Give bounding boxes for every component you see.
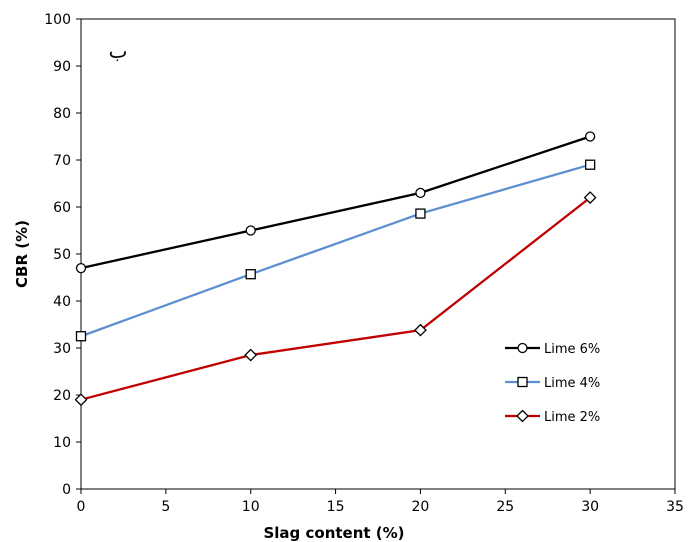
y-tick-label: 90 bbox=[53, 59, 71, 75]
x-axis-title: Slag content (%) bbox=[263, 524, 404, 542]
data-point bbox=[75, 262, 87, 274]
x-tick-label: 15 bbox=[327, 499, 345, 515]
legend-item: Lime 6% bbox=[505, 342, 600, 357]
y-tick-label: 30 bbox=[53, 341, 71, 357]
data-point bbox=[414, 323, 427, 337]
y-tick-label: 100 bbox=[44, 12, 71, 28]
series-lime-2 bbox=[74, 191, 597, 407]
y-tick-label: 40 bbox=[53, 294, 71, 310]
tick-labels: 0 10 20 30 40 50 60 70 80 90 100 0 5 10 15 20 25 30 35 bbox=[44, 12, 684, 515]
y-tick-label: 50 bbox=[53, 247, 71, 263]
x-tick-label: 10 bbox=[242, 499, 260, 515]
data-point bbox=[415, 187, 426, 199]
y-axis-title: CBR (%) bbox=[13, 220, 31, 288]
series-layer bbox=[74, 131, 597, 407]
axes bbox=[76, 18, 676, 494]
chart-annotation: ب bbox=[109, 39, 128, 63]
x-tick-label: 5 bbox=[161, 499, 170, 515]
y-tick-label: 80 bbox=[53, 106, 71, 122]
y-tick-label: 10 bbox=[53, 435, 71, 451]
legend-item: Lime 4% bbox=[505, 376, 600, 391]
x-tick-label: 30 bbox=[581, 499, 599, 515]
data-point bbox=[244, 348, 258, 362]
series-lime-6 bbox=[75, 131, 596, 274]
legend-item: Lime 2% bbox=[505, 409, 600, 425]
x-tick-label: 35 bbox=[666, 499, 684, 515]
legend-label: Lime 6% bbox=[544, 342, 600, 357]
series-lime-4 bbox=[75, 159, 596, 342]
x-tick-label: 20 bbox=[412, 499, 430, 515]
y-tick-label: 0 bbox=[62, 482, 71, 498]
data-point bbox=[415, 208, 426, 219]
data-point bbox=[584, 159, 596, 170]
data-point bbox=[584, 131, 596, 142]
y-tick-label: 20 bbox=[53, 388, 71, 404]
legend-label: Lime 2% bbox=[544, 410, 600, 425]
x-tick-label: 0 bbox=[77, 499, 86, 515]
data-point bbox=[245, 225, 256, 236]
legend-marker bbox=[517, 342, 528, 354]
series-line bbox=[80, 135, 591, 270]
legend: Lime 6% Lime 4% Lime 2% bbox=[505, 342, 600, 425]
series-line bbox=[80, 196, 591, 401]
legend-marker bbox=[517, 376, 528, 388]
y-tick-label: 70 bbox=[53, 153, 71, 169]
y-tick-label: 60 bbox=[53, 200, 71, 216]
series-line bbox=[80, 163, 591, 338]
legend-marker bbox=[516, 409, 529, 423]
x-tick-label: 25 bbox=[496, 499, 514, 515]
data-point bbox=[583, 191, 597, 205]
data-point bbox=[74, 393, 88, 407]
data-point bbox=[75, 331, 87, 342]
data-point bbox=[245, 269, 256, 280]
legend-label: Lime 4% bbox=[544, 376, 600, 391]
